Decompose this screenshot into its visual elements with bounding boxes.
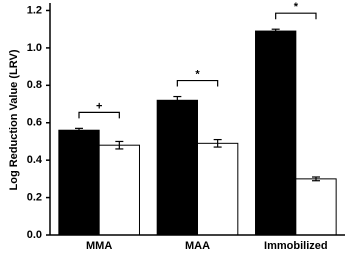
y-tick-label: 1.0 bbox=[27, 42, 42, 54]
bar bbox=[255, 30, 297, 236]
bar bbox=[197, 142, 239, 236]
significance-label: * bbox=[294, 1, 299, 13]
y-axis-title: Log Reduction Value (LRV) bbox=[8, 49, 20, 190]
bar bbox=[156, 99, 198, 236]
y-tick-label: 0.0 bbox=[27, 229, 42, 241]
y-tick-label: 0.8 bbox=[27, 79, 42, 91]
error-bar bbox=[75, 127, 84, 133]
y-tick-label: 0.4 bbox=[27, 154, 43, 166]
error-bar bbox=[213, 138, 222, 148]
y-tick-label: 1.2 bbox=[27, 4, 42, 16]
y-tick-label: 0.6 bbox=[27, 117, 42, 129]
error-bar bbox=[115, 140, 124, 150]
error-bar bbox=[173, 95, 182, 105]
significance-label: + bbox=[96, 100, 102, 112]
x-tick-label: Immobilized bbox=[264, 240, 328, 252]
significance-label: * bbox=[195, 68, 200, 80]
bar bbox=[98, 144, 140, 236]
bar bbox=[295, 178, 337, 236]
significance-bracket bbox=[78, 111, 120, 119]
x-tick-label: MAA bbox=[185, 240, 210, 252]
y-tick-label: 0.2 bbox=[27, 191, 42, 203]
significance-bracket bbox=[176, 79, 219, 87]
error-bar bbox=[271, 28, 280, 34]
error-bar bbox=[311, 176, 320, 182]
x-tick-label: MMA bbox=[86, 240, 112, 252]
bar bbox=[58, 129, 100, 236]
significance-bracket bbox=[275, 12, 317, 20]
